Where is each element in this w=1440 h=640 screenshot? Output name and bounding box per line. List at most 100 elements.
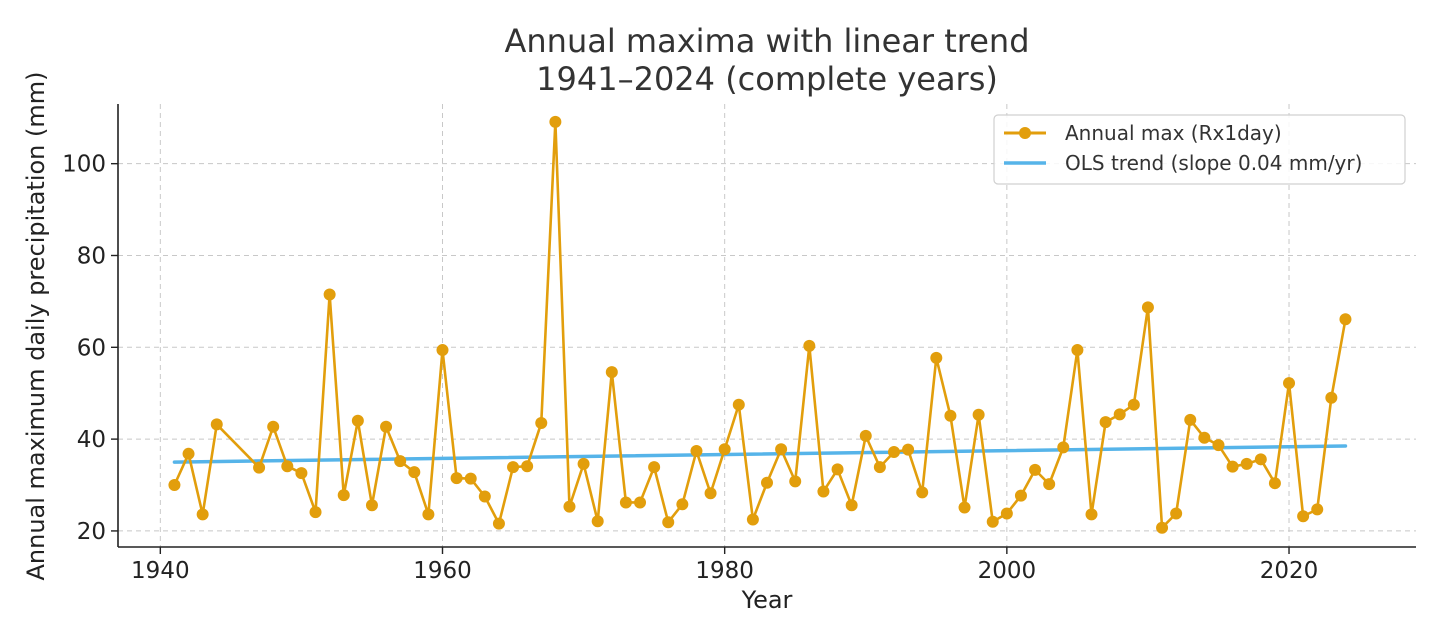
trend-line [172, 444, 1348, 464]
data-point [1127, 398, 1140, 411]
x-tick-label: 1980 [695, 558, 754, 584]
data-point [972, 408, 985, 421]
data-point [1240, 457, 1253, 470]
data-point [634, 496, 647, 509]
data-point [563, 500, 576, 513]
data-point [873, 461, 886, 474]
chart-subtitle: 1941–2024 (complete years) [536, 60, 998, 98]
data-point [662, 516, 675, 529]
data-point [1071, 344, 1084, 357]
data-point [196, 508, 209, 521]
data-point [1085, 508, 1098, 521]
legend-entry-annual-max: Annual max (Rx1day) [1065, 121, 1282, 145]
data-point [1057, 441, 1070, 454]
data-point [507, 461, 520, 474]
annual-max-line [173, 120, 1347, 530]
data-point [1043, 478, 1056, 491]
data-point [648, 461, 661, 474]
data-point [450, 472, 463, 485]
data-point [704, 487, 717, 500]
data-point [1254, 453, 1267, 466]
data-point [323, 288, 336, 301]
y-axis-ticks: 20 40 60 80 100 [62, 152, 118, 545]
data-point [817, 485, 830, 498]
data-point [1014, 489, 1027, 502]
chart-title: Annual maxima with linear trend [505, 22, 1030, 60]
data-point [944, 409, 957, 422]
y-tick-label: 60 [77, 335, 106, 361]
data-point [1212, 439, 1225, 452]
x-axis-ticks: 1940 1960 1980 2000 2020 [131, 547, 1318, 584]
x-tick-label: 2020 [1260, 558, 1319, 584]
data-point [464, 472, 477, 485]
data-point [337, 489, 350, 502]
legend-box [993, 114, 1406, 185]
data-point [1226, 460, 1239, 473]
data-point [577, 457, 590, 470]
data-point [1283, 377, 1296, 390]
data-point [549, 115, 562, 128]
data-point [295, 467, 308, 480]
data-point [761, 476, 773, 489]
data-point [718, 443, 731, 456]
data-point [845, 499, 858, 512]
x-tick-label: 1960 [413, 558, 472, 584]
data-point [168, 479, 181, 492]
data-point [1029, 463, 1042, 476]
data-point [394, 455, 407, 468]
data-point [746, 513, 759, 526]
data-point [478, 490, 491, 503]
y-tick-label: 20 [77, 519, 106, 545]
data-point [986, 515, 999, 528]
data-point [1198, 431, 1211, 444]
data-point [789, 475, 802, 488]
data-point [930, 351, 943, 364]
data-point [253, 461, 266, 474]
x-tick-label: 1940 [131, 558, 190, 584]
y-axis-label: Annual maximum daily precipitation (mm) [22, 71, 50, 580]
y-tick-label: 40 [77, 427, 106, 453]
x-axis-label: Year [741, 586, 793, 614]
data-point [182, 447, 195, 460]
data-point [1297, 510, 1310, 523]
data-point [1141, 301, 1154, 314]
data-point [1325, 391, 1338, 404]
data-point [535, 417, 548, 430]
data-point [1184, 413, 1197, 426]
data-point [916, 486, 929, 499]
annual-max-series [168, 115, 1352, 534]
data-point [380, 420, 393, 433]
data-point [676, 498, 689, 511]
data-point [1099, 416, 1112, 429]
data-point [1268, 477, 1281, 490]
data-point [605, 366, 618, 379]
data-point [422, 508, 435, 521]
data-point [492, 517, 505, 530]
data-point [1339, 313, 1352, 326]
data-point [591, 515, 604, 528]
data-point [887, 445, 900, 458]
data-point [732, 398, 745, 411]
data-point [859, 429, 872, 442]
data-point [351, 414, 364, 427]
data-point [902, 443, 915, 456]
data-point [281, 460, 294, 473]
data-point [775, 443, 788, 456]
data-point [365, 499, 378, 512]
data-point [803, 339, 816, 352]
data-point [619, 496, 632, 509]
data-point [309, 506, 322, 519]
x-tick-label: 2000 [978, 558, 1037, 584]
data-point [436, 344, 449, 357]
data-point [210, 418, 223, 431]
data-point [521, 460, 534, 473]
data-point [1113, 408, 1126, 421]
legend-entry-trend: OLS trend (slope 0.04 mm/yr) [1065, 151, 1362, 175]
y-tick-label: 80 [77, 243, 106, 269]
legend-marker-annual-max [1019, 127, 1031, 139]
data-point [831, 463, 844, 476]
data-point [958, 501, 971, 514]
data-point [408, 466, 421, 479]
legend: Annual max (Rx1day) OLS trend (slope 0.0… [993, 114, 1406, 185]
